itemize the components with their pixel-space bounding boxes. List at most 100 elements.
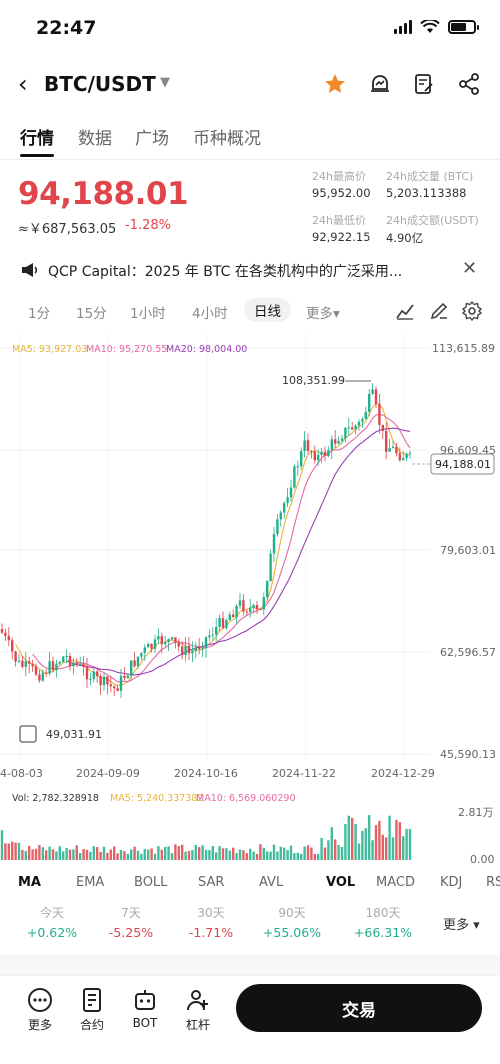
wifi-icon xyxy=(420,20,440,33)
indicator-macd[interactable]: MACD xyxy=(376,875,415,890)
contract-button[interactable]: 合约 xyxy=(72,986,112,1033)
volume-bar xyxy=(391,837,395,860)
close-icon[interactable]: ✕ xyxy=(462,258,478,279)
volume-bar xyxy=(269,851,272,860)
volume-bar xyxy=(215,852,218,860)
tab-square[interactable]: 广场 xyxy=(135,129,169,149)
news-ticker[interactable]: QCP Capital：2025 年 BTC 在各类机构中的广泛采用... ✕ xyxy=(0,252,500,288)
candle-body xyxy=(51,661,55,671)
interval-4h[interactable]: 4小时 xyxy=(192,306,228,322)
candle-body xyxy=(269,553,272,582)
volume-bar xyxy=(106,852,109,860)
bot-button[interactable]: BOT xyxy=(125,986,165,1030)
volume-bar xyxy=(310,847,313,860)
volume-bar xyxy=(266,851,269,860)
line-chart-icon[interactable] xyxy=(394,300,416,322)
share-icon[interactable] xyxy=(455,70,483,98)
contract-label: 合约 xyxy=(79,1018,104,1032)
volume-bar xyxy=(289,845,293,860)
perf-value: -1.71% xyxy=(188,925,234,940)
candle-body xyxy=(147,643,150,648)
indicator-tabs: MA EMA BOLL SAR AVL VOL MACD KDJ RS xyxy=(0,872,500,896)
interval-15m[interactable]: 15分 xyxy=(76,306,107,322)
candle-body xyxy=(340,438,344,441)
perf-label: 90天 xyxy=(278,906,306,920)
perf-more-button[interactable]: 更多 ▾ xyxy=(443,918,480,933)
ma-lines xyxy=(15,402,411,686)
favorite-star-icon[interactable] xyxy=(321,70,349,98)
candle-body xyxy=(187,646,191,654)
indicator-ma[interactable]: MA xyxy=(18,875,41,890)
status-icons xyxy=(394,20,479,34)
trade-button[interactable]: 交易 xyxy=(236,984,482,1032)
ma20-legend: MA20: 98,004.00 xyxy=(166,344,247,355)
stat-vol-btc-label: 24h成交量 (BTC) xyxy=(386,170,474,183)
indicator-vol[interactable]: VOL xyxy=(326,875,356,890)
candlestick-chart[interactable]: MA5: 93,927.03 MA10: 95,270.55 MA20: 98,… xyxy=(0,334,500,784)
ma20-line xyxy=(66,427,411,676)
volume-bar xyxy=(405,829,408,860)
candle-body xyxy=(286,497,289,504)
interval-more[interactable]: 更多▾ xyxy=(306,306,340,322)
pair-dropdown-icon[interactable]: ▼ xyxy=(160,75,170,90)
volume-bar xyxy=(126,853,129,860)
volume-bar xyxy=(136,850,140,860)
candle-body xyxy=(109,684,112,687)
interval-1h[interactable]: 1小时 xyxy=(130,306,166,322)
volume-bar xyxy=(276,851,279,860)
indicator-rsi[interactable]: RS xyxy=(486,875,500,890)
volume-bar xyxy=(184,851,187,860)
tab-market[interactable]: 行情 xyxy=(20,129,54,149)
draw-tool-icon[interactable] xyxy=(428,300,450,322)
volume-bar xyxy=(252,851,255,860)
candle-body xyxy=(330,439,333,451)
candle-body xyxy=(364,411,367,419)
perf-90d: 90天 +55.06% xyxy=(257,904,327,940)
candle-body xyxy=(181,646,184,656)
candle-body xyxy=(48,661,51,674)
interval-1m[interactable]: 1分 xyxy=(28,306,51,322)
interval-1d[interactable]: 日线 xyxy=(244,298,291,322)
news-headline[interactable]: QCP Capital：2025 年 BTC 在各类机构中的广泛采用... xyxy=(48,264,403,280)
candle-body xyxy=(323,451,327,457)
volume-bar xyxy=(221,848,225,860)
candle-body xyxy=(225,620,228,628)
back-icon[interactable]: ‹ xyxy=(18,70,28,98)
volume-bars xyxy=(0,815,412,860)
volume-bar xyxy=(242,850,245,860)
settings-gear-icon[interactable] xyxy=(461,300,483,322)
stat-vol-usdt-label: 24h成交额(USDT) xyxy=(386,214,479,227)
volume-bar xyxy=(153,853,157,860)
candle-body xyxy=(123,675,126,679)
indicator-boll[interactable]: BOLL xyxy=(134,875,168,890)
indicator-avl[interactable]: AVL xyxy=(259,875,284,890)
volume-bar xyxy=(75,845,78,860)
candle-body xyxy=(313,451,316,461)
indicator-sar[interactable]: SAR xyxy=(198,875,225,890)
indicator-ema[interactable]: EMA xyxy=(76,875,105,890)
candle-body xyxy=(126,675,129,679)
volume-bar xyxy=(204,849,208,860)
volume-bar xyxy=(157,846,160,860)
candles xyxy=(0,383,412,698)
volume-bar xyxy=(143,849,146,860)
indicator-kdj[interactable]: KDJ xyxy=(440,875,463,890)
volume-bar xyxy=(109,849,112,860)
candle-body xyxy=(85,667,89,680)
pair-title[interactable]: BTC/USDT xyxy=(44,72,156,96)
alert-icon[interactable] xyxy=(366,70,394,98)
notes-icon[interactable] xyxy=(410,70,438,98)
volume-bar xyxy=(313,853,316,860)
volume-bar xyxy=(48,846,51,860)
tab-coin-overview[interactable]: 币种概况 xyxy=(193,129,261,149)
tab-data[interactable]: 数据 xyxy=(78,129,112,149)
more-button[interactable]: 更多 xyxy=(20,986,60,1033)
low-marker: 49,031.91 xyxy=(46,728,102,741)
volume-bar xyxy=(92,846,95,860)
leverage-button[interactable]: 杠杆 xyxy=(178,986,218,1033)
candle-body xyxy=(293,466,296,488)
candle-body xyxy=(276,519,279,535)
volume-bar xyxy=(337,844,340,860)
candle-body xyxy=(357,421,361,426)
expand-icon[interactable] xyxy=(19,725,37,743)
